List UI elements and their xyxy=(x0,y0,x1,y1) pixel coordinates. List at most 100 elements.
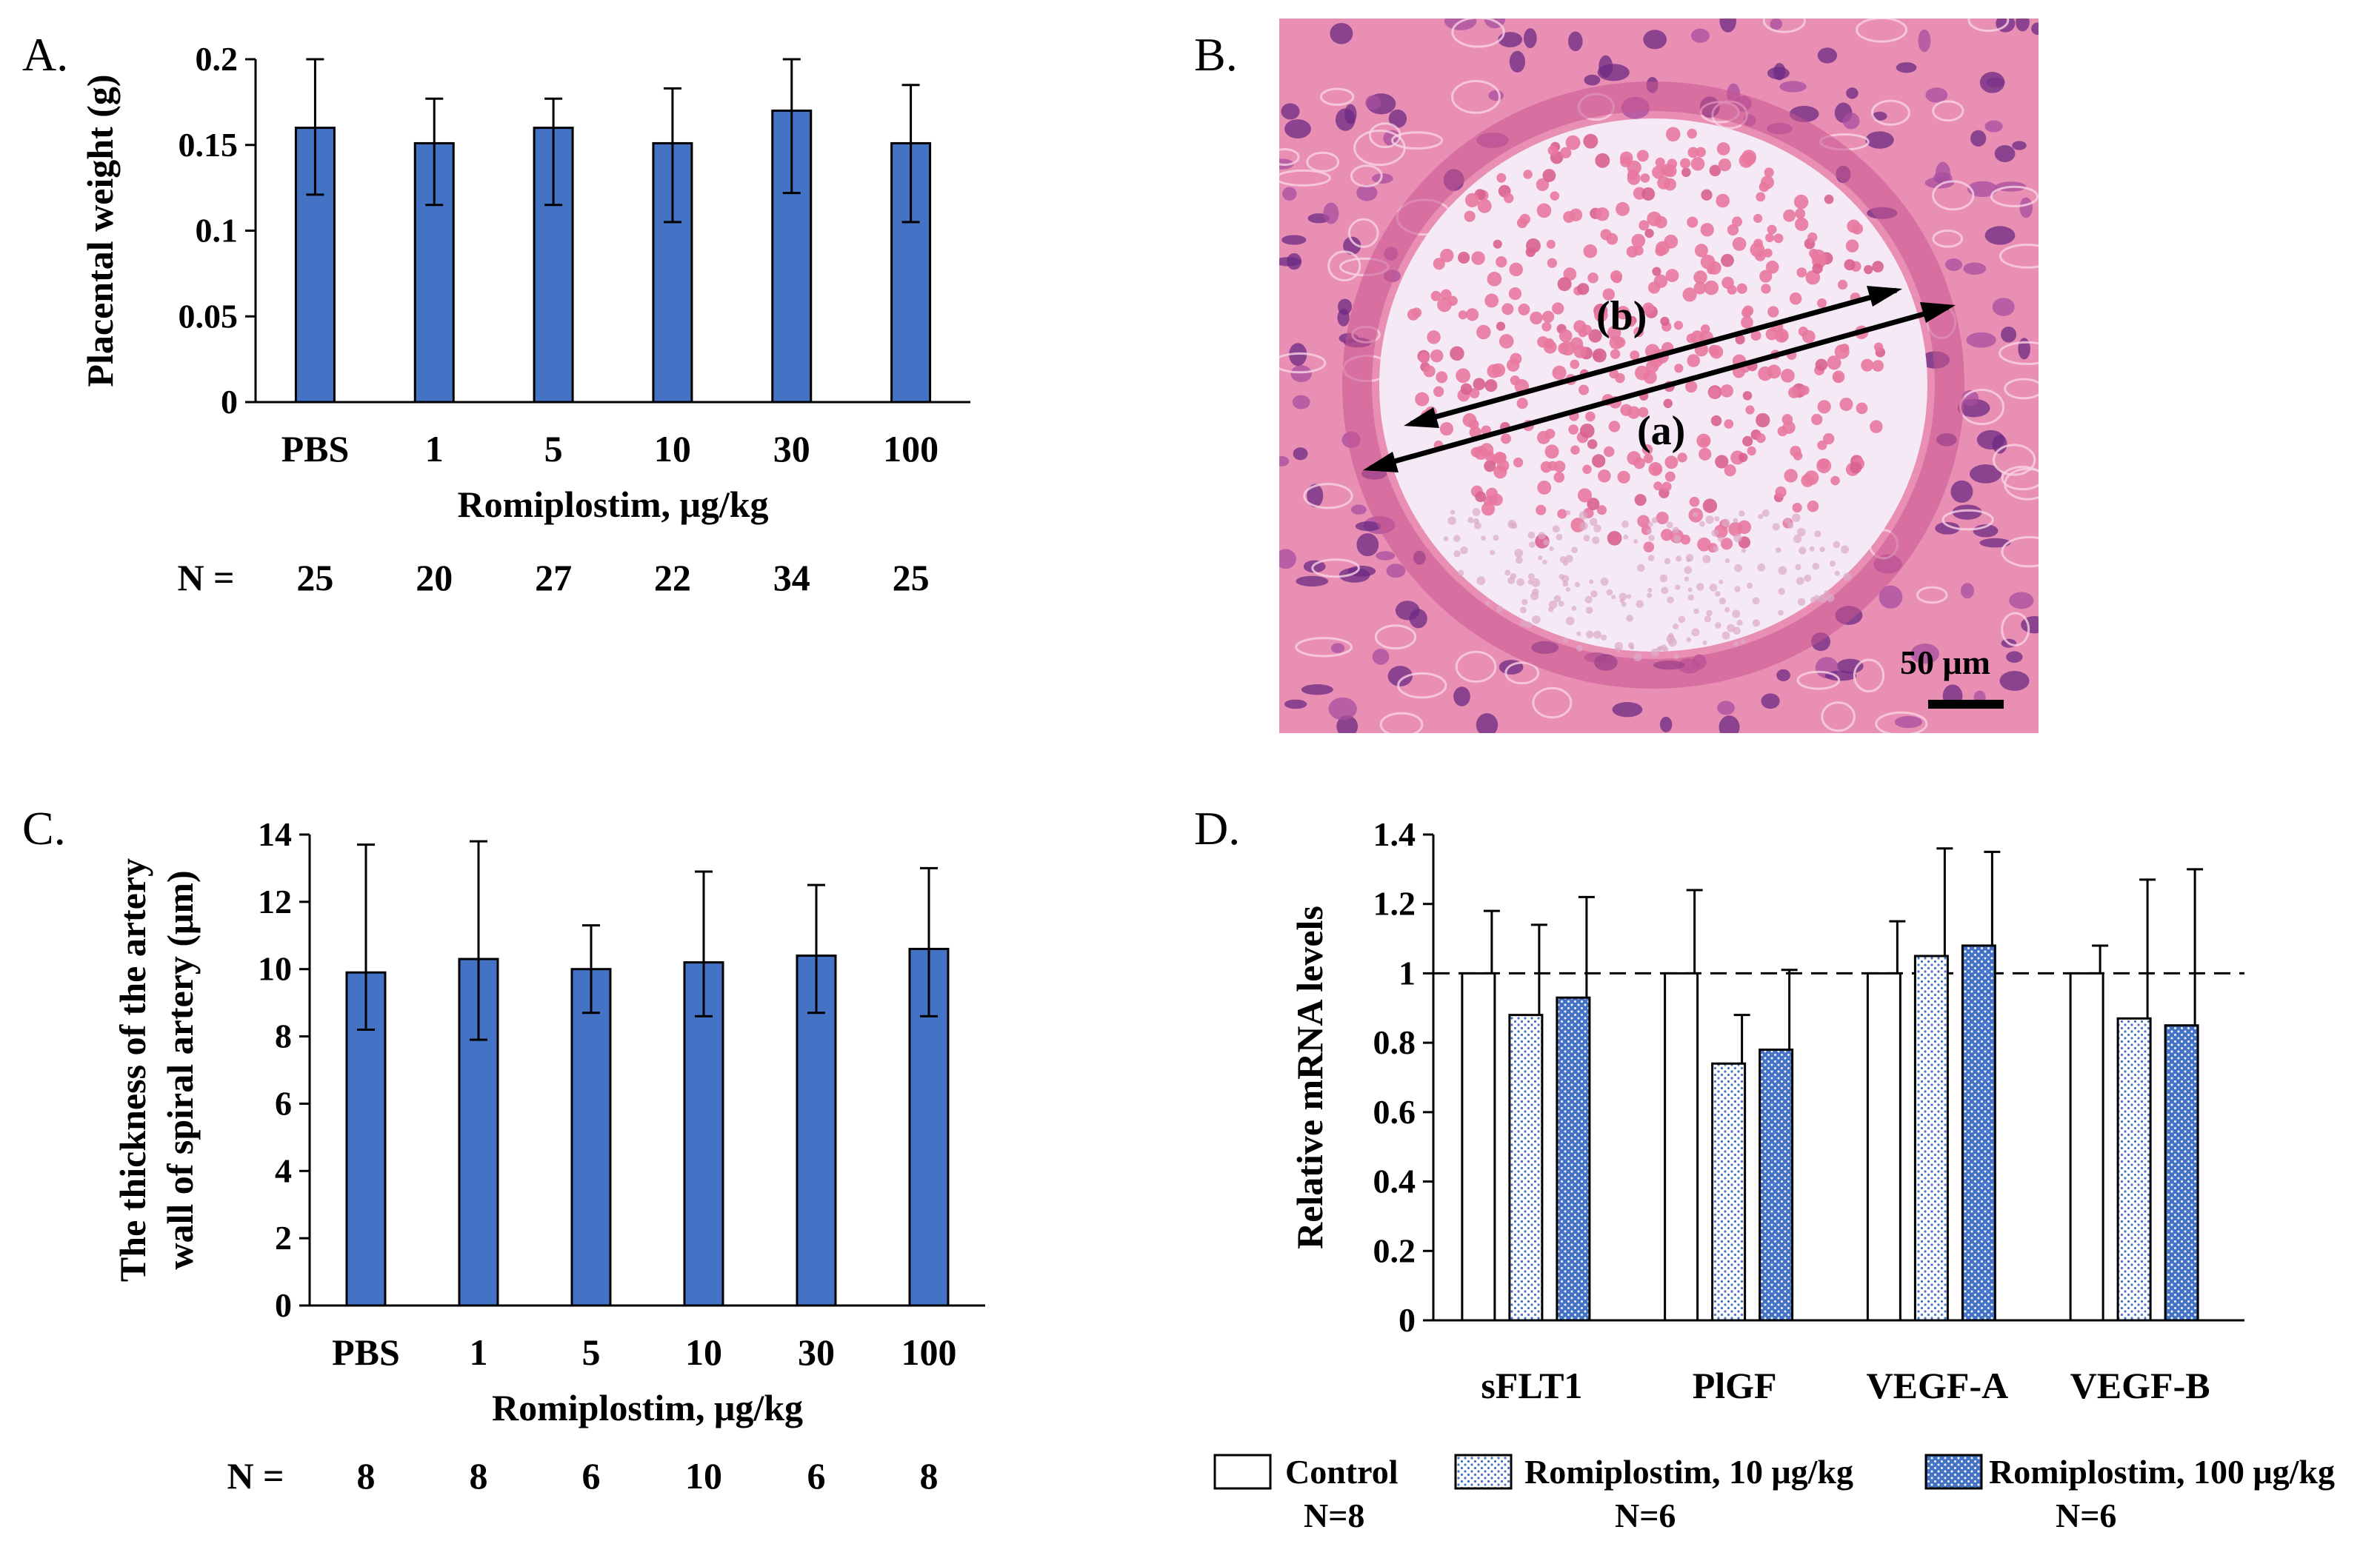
cell-outline xyxy=(2004,378,2039,400)
plasma-granule xyxy=(1797,598,1806,606)
plasma-granule xyxy=(1706,609,1713,617)
red-blood-cell xyxy=(1468,419,1479,430)
cell-nucleus xyxy=(1910,644,1939,664)
plasma-granule xyxy=(1733,641,1739,647)
y-tick-label: 0.05 xyxy=(179,297,239,335)
plasma-granule xyxy=(1834,570,1840,576)
chart-c-artery-wall-thickness: 0 2 4 6 8 10 12 14 PBS 8 1 8 5 6 10 10 30 6 100 8 N = Romiplo… xyxy=(112,815,985,1497)
red-blood-cell xyxy=(1850,461,1862,474)
red-blood-cell xyxy=(1568,424,1579,435)
plasma-granule xyxy=(1574,581,1581,588)
red-blood-cell xyxy=(1570,445,1580,455)
plasma-granule xyxy=(1673,654,1679,660)
red-blood-cell xyxy=(1627,406,1641,419)
plasma-granule xyxy=(1664,558,1671,565)
plasma-granule xyxy=(1648,535,1655,541)
red-blood-cell xyxy=(1592,348,1607,363)
cell-nucleus xyxy=(1444,19,1477,30)
red-blood-cell xyxy=(1419,352,1430,364)
legend-label-romiplostim-10: Romiplostim, 10 μg/kg xyxy=(1524,1453,1853,1491)
red-blood-cell xyxy=(1464,210,1476,222)
cell-nucleus xyxy=(2031,22,2039,35)
red-blood-cell xyxy=(1864,264,1873,275)
red-blood-cell xyxy=(1552,365,1567,380)
red-blood-cell xyxy=(1486,487,1499,500)
red-blood-cell xyxy=(1793,194,1809,210)
red-blood-cell xyxy=(1715,455,1729,469)
cell-outline xyxy=(1993,444,2036,476)
plasma-granule xyxy=(1787,522,1794,529)
red-blood-cell xyxy=(1804,470,1819,486)
cell-outline xyxy=(1319,87,1355,106)
red-blood-cell xyxy=(1837,279,1848,290)
plasma-granule xyxy=(1651,517,1658,524)
red-blood-cell xyxy=(1872,261,1884,273)
cell-outline xyxy=(1311,558,1360,578)
red-blood-cell xyxy=(1790,445,1801,458)
cell-nucleus xyxy=(1925,87,1948,103)
plasma-granule xyxy=(1576,631,1581,637)
red-blood-cell xyxy=(1663,398,1673,409)
n-value: 22 xyxy=(654,557,691,598)
plasma-granule xyxy=(1673,535,1681,543)
cell-outline xyxy=(1532,686,1573,719)
plasma-granule xyxy=(1636,600,1644,608)
plasma-granule xyxy=(1741,548,1747,553)
legend-n-romiplostim-10: N=6 xyxy=(1615,1497,1676,1534)
cell-nucleus xyxy=(1330,643,1345,653)
red-blood-cell xyxy=(1778,332,1788,341)
x-tick-label: 100 xyxy=(883,428,939,469)
red-blood-cell xyxy=(1824,194,1834,204)
red-blood-cell xyxy=(1642,302,1655,315)
cell-outline xyxy=(2001,535,2039,568)
cell-nucleus xyxy=(2012,141,2027,150)
red-blood-cell xyxy=(1570,359,1580,370)
plasma-granule xyxy=(1633,538,1639,544)
arrow-a xyxy=(1370,304,1949,471)
n-prefix: N = xyxy=(177,557,234,598)
red-blood-cell xyxy=(1708,344,1720,356)
measurement-arrows xyxy=(1363,286,1956,472)
plasma-granule xyxy=(1826,594,1835,603)
red-blood-cell xyxy=(1732,237,1747,251)
x-tick-label: VEGF-B xyxy=(2070,1365,2210,1406)
plasma-granule xyxy=(1590,590,1598,598)
legend-swatch-romiplostim-100 xyxy=(1924,1454,1983,1490)
bar-sFLT1-series-2 xyxy=(1556,996,1591,1322)
plasma-granule xyxy=(1684,576,1690,582)
red-blood-cell xyxy=(1760,176,1775,190)
red-blood-cell xyxy=(1700,436,1710,447)
y-axis-title-line-2: wall of spiral artery (μm) xyxy=(159,870,201,1269)
cell-nucleus xyxy=(1945,258,1962,271)
plasma-granule xyxy=(1460,546,1468,555)
red-blood-cell xyxy=(1641,444,1653,455)
cell-nucleus xyxy=(1290,365,1312,383)
red-blood-cell xyxy=(1598,469,1611,483)
red-blood-cell xyxy=(1701,189,1713,201)
red-blood-cell xyxy=(1518,303,1530,315)
red-blood-cell xyxy=(1496,459,1510,472)
red-blood-cell xyxy=(1811,249,1827,264)
y-tick-label: 14 xyxy=(258,815,292,853)
x-tick-label: sFLT1 xyxy=(1481,1365,1582,1406)
plasma-granule xyxy=(1659,574,1668,583)
cell-outline xyxy=(1374,624,1417,650)
red-blood-cell xyxy=(1796,267,1807,278)
red-blood-cell xyxy=(1415,392,1430,407)
red-blood-cell xyxy=(1763,248,1773,258)
red-blood-cell xyxy=(1496,173,1507,183)
red-blood-cell xyxy=(1635,365,1650,381)
red-blood-cell xyxy=(1702,498,1718,513)
plasma-granule xyxy=(1606,589,1613,596)
plasma-granule xyxy=(1791,513,1801,523)
cell-outline xyxy=(1999,244,2039,269)
plasma-granule xyxy=(1447,516,1456,525)
red-blood-cell xyxy=(1617,470,1630,484)
plasma-granule xyxy=(1571,546,1578,554)
cell-nucleus xyxy=(1292,395,1310,410)
cell-nucleus xyxy=(1376,551,1396,561)
cell-nucleus xyxy=(2019,197,2033,218)
plasma-granule xyxy=(1562,638,1569,644)
red-blood-cell xyxy=(1741,307,1753,318)
plasma-granule xyxy=(1841,545,1850,554)
